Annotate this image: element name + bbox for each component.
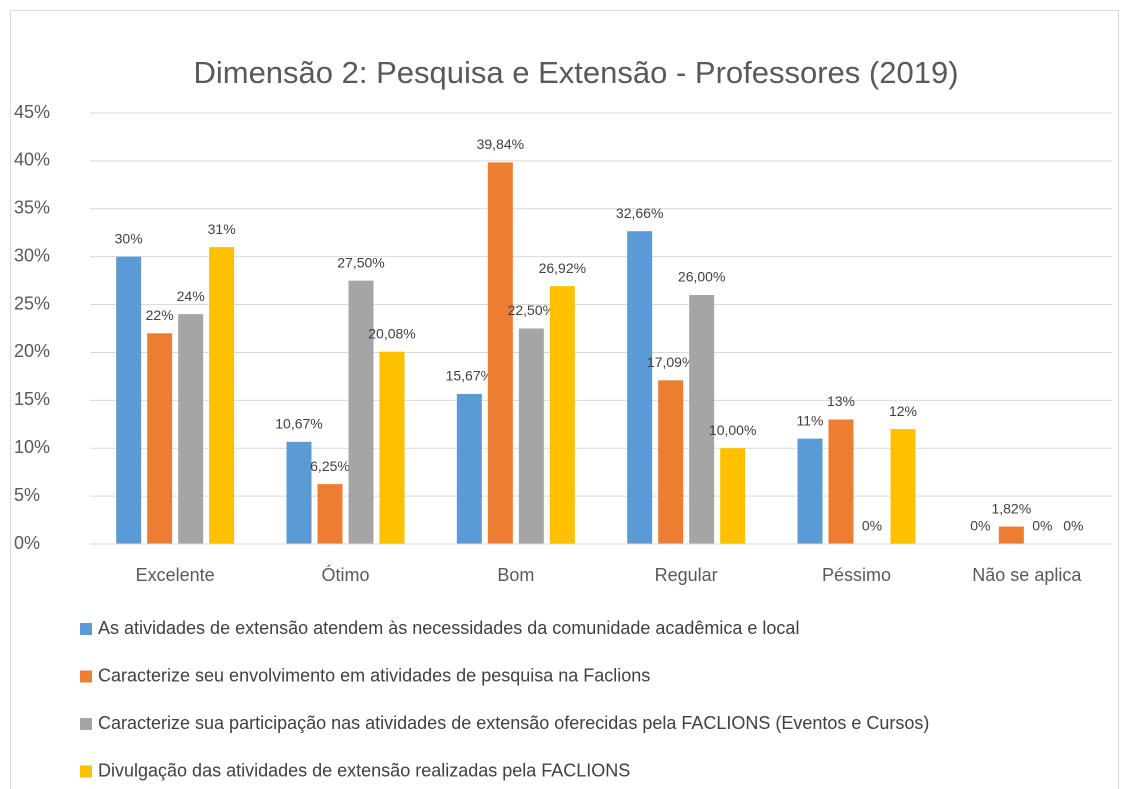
legend-label: As atividades de extensão atendem às nec…	[98, 618, 799, 638]
y-tick-label: 30%	[14, 245, 50, 265]
bar	[487, 162, 513, 544]
y-tick-label: 45%	[14, 102, 50, 122]
legend-label: Divulgação das atividades de extensão re…	[98, 760, 630, 780]
bar	[348, 280, 374, 544]
value-label: 27,50%	[337, 254, 384, 270]
value-label: 24%	[177, 288, 205, 304]
value-label: 0%	[970, 518, 990, 534]
legend-swatch	[80, 718, 92, 730]
y-tick-label: 40%	[14, 150, 50, 170]
bar	[998, 526, 1024, 544]
bar	[116, 256, 142, 544]
bar	[627, 231, 653, 545]
bar	[890, 429, 916, 544]
bar	[797, 438, 823, 544]
legend-label: Caracterize sua participação nas ativida…	[98, 713, 929, 733]
x-tick-label: Regular	[655, 565, 718, 585]
bar	[720, 448, 746, 544]
x-tick-label: Excelente	[136, 565, 215, 585]
x-tick-label: Ótimo	[321, 564, 369, 585]
bar	[518, 328, 544, 544]
legend-label: Caracterize seu envolvimento em atividad…	[98, 665, 650, 685]
value-label: 12%	[889, 403, 917, 419]
bar	[658, 380, 684, 544]
value-label: 0%	[862, 518, 882, 534]
value-label: 30%	[115, 230, 143, 246]
bar	[379, 351, 405, 544]
value-label: 32,66%	[616, 205, 663, 221]
value-label: 10,00%	[709, 422, 756, 438]
value-label: 22%	[146, 307, 174, 323]
legend-swatch	[80, 623, 92, 635]
value-label: 6,25%	[310, 458, 350, 474]
y-tick-label: 10%	[14, 437, 50, 457]
y-tick-label: 5%	[14, 485, 40, 505]
bar	[286, 441, 312, 544]
bar	[317, 484, 343, 544]
value-label: 15,67%	[446, 368, 493, 384]
value-label: 20,08%	[368, 325, 415, 341]
value-label: 31%	[208, 221, 236, 237]
legend-swatch	[80, 670, 92, 683]
bar	[828, 419, 854, 544]
value-label: 26,00%	[678, 269, 725, 285]
value-label: 11%	[797, 412, 824, 428]
value-label: 1,82%	[991, 500, 1031, 516]
legend-swatch	[80, 765, 92, 778]
value-label: 13%	[827, 393, 855, 409]
value-label: 39,84%	[477, 136, 524, 152]
chart-border	[10, 10, 1119, 789]
value-label: 26,92%	[539, 260, 586, 276]
bar	[456, 393, 482, 544]
value-label: 10,67%	[275, 416, 322, 432]
bar	[209, 247, 235, 545]
y-tick-label: 0%	[14, 533, 40, 553]
x-tick-label: Não se aplica	[972, 565, 1082, 585]
y-tick-label: 25%	[14, 293, 50, 313]
y-tick-label: 35%	[14, 198, 50, 218]
value-label: 0%	[1032, 518, 1052, 534]
value-label: 0%	[1063, 518, 1083, 534]
x-tick-label: Bom	[497, 565, 534, 585]
bar	[689, 294, 715, 544]
value-label: 17,09%	[647, 354, 694, 370]
value-label: 22,50%	[508, 302, 555, 318]
y-tick-label: 15%	[14, 389, 50, 409]
y-tick-label: 20%	[14, 341, 50, 361]
chart-title: Dimensão 2: Pesquisa e Extensão - Profes…	[193, 55, 958, 90]
x-tick-label: Péssimo	[822, 565, 891, 585]
bar	[549, 286, 575, 544]
bar	[178, 314, 204, 544]
bar	[147, 333, 173, 544]
